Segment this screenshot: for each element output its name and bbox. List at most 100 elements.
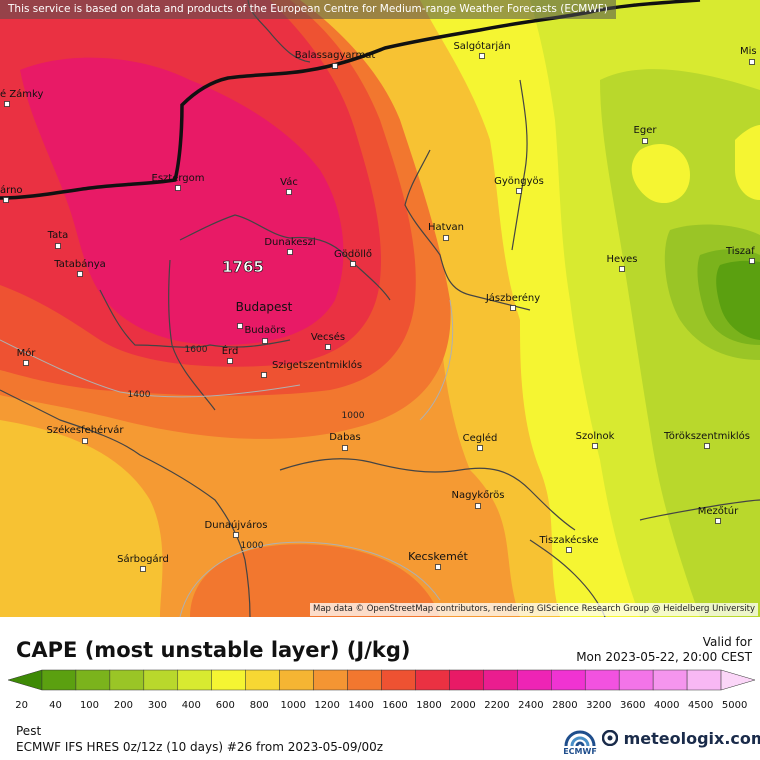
city-labels: Balassagyarmat Salgótarján Mis é Zámky Eger E…: [0, 40, 757, 572]
city-label: Dunaújváros: [205, 519, 268, 531]
circle-logo-icon: [601, 729, 619, 747]
square-marker-icon: [566, 547, 572, 553]
legend-tick-label: 200: [114, 700, 133, 711]
city-label: Érd: [222, 344, 239, 357]
contour-value-label: 1600: [185, 345, 208, 355]
legend-swatch: [584, 669, 620, 691]
square-marker-icon: [435, 564, 441, 570]
legend-swatch: [177, 669, 212, 691]
city-label: Tiszakécske: [538, 534, 598, 546]
square-marker-icon: [592, 443, 598, 449]
legend-tick-label: 1000: [280, 700, 305, 711]
square-marker-icon: [342, 445, 348, 451]
county-border-line: [279, 458, 576, 531]
city-label: Tatabánya: [53, 258, 106, 270]
legend-swatch: [313, 669, 348, 691]
square-marker-icon: [350, 261, 356, 267]
city-label: Salgótarján: [453, 40, 510, 52]
square-marker-icon: [479, 53, 485, 59]
peak-value-label: 1765: [222, 258, 264, 276]
city-label: Gyöngyös: [494, 176, 544, 187]
square-marker-icon: [715, 518, 721, 524]
cape-field-south-1000: [190, 544, 440, 617]
contour-line: [179, 541, 441, 617]
square-marker-icon: [261, 372, 267, 378]
legend-tick-label: 3200: [586, 700, 611, 711]
legend-tick-label: 40: [49, 700, 62, 711]
ecmwf-globe-icon: [564, 730, 596, 747]
legend-tick-label: 100: [80, 700, 99, 711]
legend-tick-label: 2000: [450, 700, 475, 711]
map-credit[interactable]: Map data © OpenStreetMap contributors, r…: [310, 603, 758, 616]
city-label: Jászberény: [485, 292, 540, 304]
city-label: Budapest: [236, 300, 293, 314]
legend-swatch: [279, 669, 314, 691]
legend-tick-label: 800: [250, 700, 269, 711]
legend-bar: [7, 669, 756, 691]
legend-tick-label: 4500: [688, 700, 713, 711]
square-marker-icon: [516, 188, 522, 194]
legend-swatch: [75, 669, 111, 691]
city-label: Gödöllő: [334, 248, 372, 260]
contour-line: [0, 339, 301, 398]
legend-tick-label: 4000: [654, 700, 679, 711]
legend-tick-label: 1400: [348, 700, 373, 711]
contour-value-label: 1000: [342, 411, 365, 421]
legend-swatch: [109, 669, 145, 691]
ecmwf-logo-text: ECMWF: [563, 747, 597, 756]
square-marker-icon: [749, 59, 755, 65]
city-label: Dabas: [329, 432, 361, 443]
city-label: Kecskemét: [408, 550, 468, 563]
legend-tick-label: 1800: [416, 700, 441, 711]
city-label: é Zámky: [0, 88, 43, 100]
legend-swatch: [381, 669, 416, 691]
city-label: Vác: [280, 176, 298, 188]
color-legend: 20 40 100 200 300 400 600 800 1000 1200 1400 1600 18…: [7, 669, 756, 711]
legend-swatch: [551, 669, 586, 691]
legend-swatch: [720, 669, 756, 691]
city-label: Esztergom: [152, 173, 205, 184]
county-border-line: [511, 79, 528, 251]
city-label: Budaörs: [244, 325, 285, 336]
city-label: Mór: [17, 347, 37, 359]
city-label: Székesfehérvár: [47, 424, 125, 436]
square-marker-icon: [619, 266, 625, 272]
city-label: Hatvan: [428, 222, 464, 233]
meteologix-brand[interactable]: meteologix.com: [601, 729, 760, 748]
square-marker-icon: [82, 438, 88, 444]
county-border-line: [0, 389, 251, 617]
contour-labels: 1600 1400 1000 1000: [128, 345, 365, 551]
cape-field-200-300: [600, 69, 760, 617]
legend-swatch: [347, 669, 382, 691]
square-marker-icon: [3, 197, 9, 203]
city-label: Cegléd: [463, 432, 498, 444]
square-marker-icon: [704, 443, 710, 449]
city-label: Törökszentmiklós: [663, 430, 750, 442]
county-border-line: [99, 289, 291, 348]
legend-tick-label: 20: [15, 700, 28, 711]
square-marker-icon: [749, 258, 755, 264]
city-label: Mis: [740, 46, 757, 57]
city-label: Balassagyarmat: [295, 50, 376, 61]
county-border-line: [639, 499, 760, 521]
square-marker-icon: [475, 503, 481, 509]
county-border-line: [168, 259, 216, 411]
legend-swatch: [483, 669, 518, 691]
city-label: Tiszaf: [725, 246, 755, 257]
legend-tick-label: 2200: [484, 700, 509, 711]
legend-ticks: 20 40 100 200 300 400 600 800 1000 1200 1400 1600 18…: [15, 700, 747, 711]
chart-title: CAPE (most unstable layer) (J/kg): [16, 638, 411, 662]
ecmwf-logo-icon[interactable]: ECMWF: [558, 722, 602, 758]
square-marker-icon: [237, 323, 243, 329]
square-marker-icon: [227, 358, 233, 364]
legend-swatch: [415, 669, 450, 691]
legend-tick-label: 2800: [552, 700, 577, 711]
legend-swatch: [211, 669, 246, 691]
city-label: Tata: [47, 230, 69, 241]
weather-map[interactable]: Balassagyarmat Salgótarján Mis é Zámky Eger E…: [0, 0, 760, 617]
city-label: Szigetszentmiklós: [272, 359, 362, 371]
contour-line: [419, 299, 454, 421]
legend-swatch: [143, 669, 179, 691]
legend-tick-label: 400: [182, 700, 201, 711]
square-marker-icon: [332, 63, 338, 69]
